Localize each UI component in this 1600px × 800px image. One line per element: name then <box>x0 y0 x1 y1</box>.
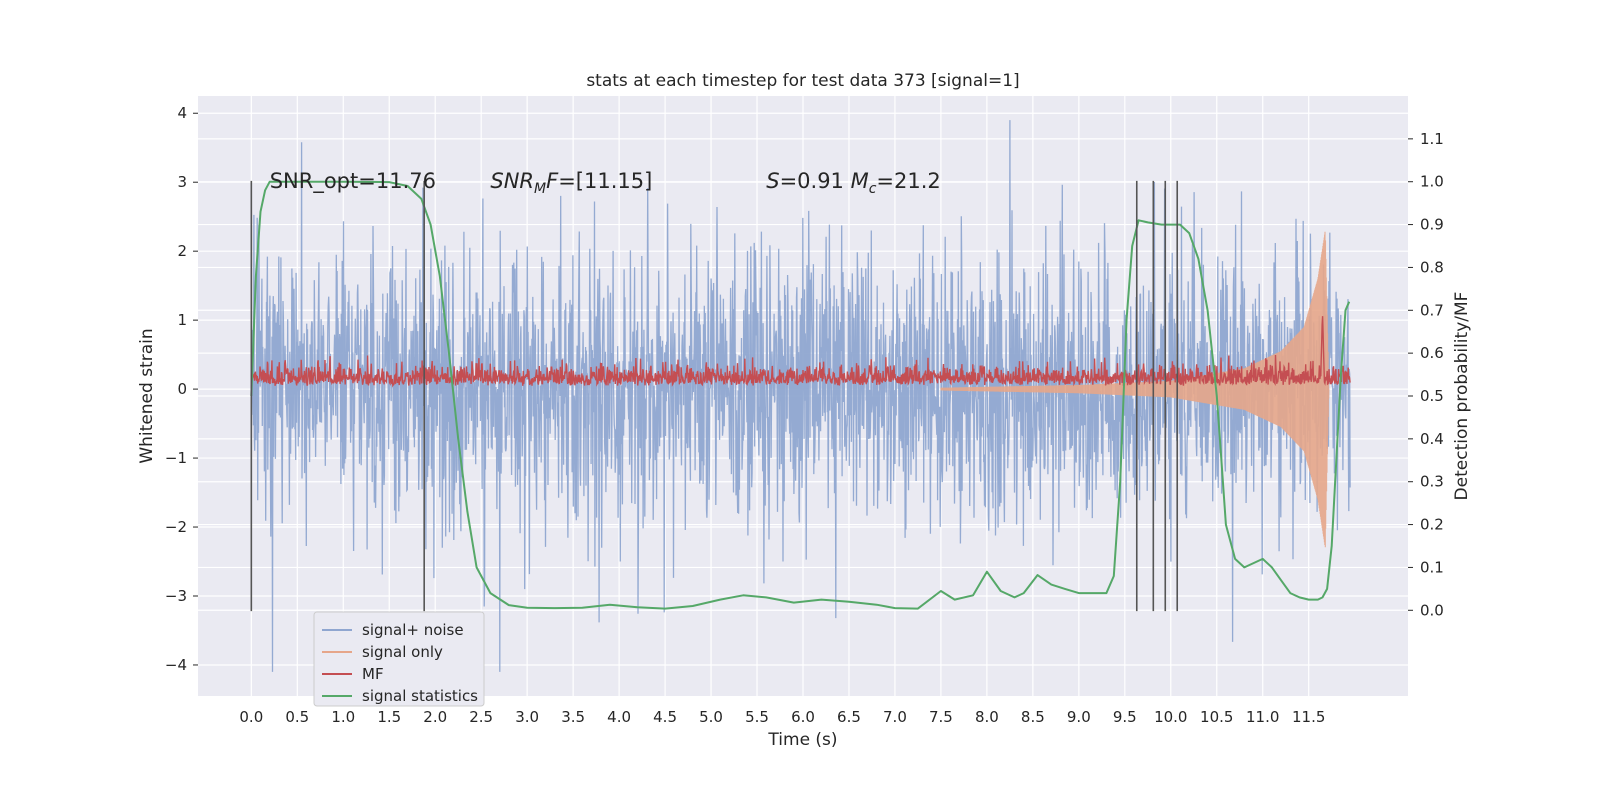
y2-tick-label-1: 0.1 <box>1420 558 1444 576</box>
x-tick-label-3: 1.5 <box>377 708 401 726</box>
y-tick-label-7: 3 <box>177 173 187 191</box>
x-tick-label-9: 4.5 <box>653 708 677 726</box>
legend-entry-2: MF <box>362 665 384 683</box>
y2-tick-label-6: 0.6 <box>1420 344 1444 362</box>
data-traces <box>250 120 1351 672</box>
y2-tick-label-4: 0.4 <box>1420 430 1444 448</box>
y2-tick-label-10: 1.0 <box>1420 173 1444 191</box>
legend: signal+ noise signal only MF signal statist… <box>313 611 485 707</box>
y-tick-label-1: −3 <box>165 587 187 605</box>
series-mf <box>250 316 1351 388</box>
x-tick-label-19: 9.5 <box>1113 708 1137 726</box>
y2-tick-label-8: 0.8 <box>1420 258 1444 276</box>
x-tick-label-23: 11.5 <box>1292 708 1325 726</box>
x-axis-label: Time (s) <box>767 730 837 750</box>
y2-tick-label-0: 0.0 <box>1420 601 1444 619</box>
annotation-0: SNR_opt=11.76 <box>270 169 436 194</box>
y-tick-label-8: 4 <box>177 104 187 122</box>
y-tick-label-5: 1 <box>177 311 187 329</box>
x-tick-label-8: 4.0 <box>607 708 631 726</box>
y-tick-label-4: 0 <box>177 380 187 398</box>
x-tick-label-12: 6.0 <box>791 708 815 726</box>
x-tick-label-14: 7.0 <box>883 708 907 726</box>
x-tick-label-2: 1.0 <box>331 708 355 726</box>
y-tick-label-6: 2 <box>177 242 187 260</box>
tick-labels: 0.0 0.5 1.0 1.5 2.0 2.5 3.0 3.5 4.0 4.5 5.0 5.5 6.0 6… <box>165 104 1444 726</box>
annotation-1: SNRM​F=[11.15] <box>490 169 652 197</box>
x-tick-label-17: 8.5 <box>1021 708 1045 726</box>
annotations: SNR_opt=11.76 SNRM​F=[11.15] S=0.91 Mc​=21… <box>270 169 941 197</box>
x-tick-label-22: 11.0 <box>1246 708 1279 726</box>
chart-title: stats at each timestep for test data 373… <box>586 71 1019 91</box>
x-tick-label-13: 6.5 <box>837 708 861 726</box>
y-axis-label: Whitened strain <box>137 328 157 463</box>
legend-entry-1: signal only <box>362 643 443 661</box>
x-tick-label-5: 2.5 <box>469 708 493 726</box>
y-tick-label-2: −2 <box>165 518 187 536</box>
x-tick-label-11: 5.5 <box>745 708 769 726</box>
annotation-2: S=0.91 Mc​=21.2 <box>766 169 941 197</box>
y2-tick-label-3: 0.3 <box>1420 473 1444 491</box>
x-tick-label-1: 0.5 <box>285 708 309 726</box>
y2-tick-label-9: 0.9 <box>1420 216 1444 234</box>
vertical-markers <box>250 180 1179 612</box>
x-tick-label-20: 10.0 <box>1154 708 1187 726</box>
y2-axis-label: Detection probability/MF <box>1452 292 1472 501</box>
legend-entry-0: signal+ noise <box>362 621 464 639</box>
x-tick-label-0: 0.0 <box>239 708 263 726</box>
y2-tick-label-5: 0.5 <box>1420 387 1444 405</box>
y2-tick-label-2: 0.2 <box>1420 516 1444 534</box>
series-signal-statistics <box>250 180 1351 610</box>
x-tick-label-16: 8.0 <box>975 708 999 726</box>
x-tick-label-7: 3.5 <box>561 708 585 726</box>
x-tick-label-21: 10.5 <box>1200 708 1233 726</box>
y-tick-label-0: −4 <box>165 656 187 674</box>
x-tick-label-10: 5.0 <box>699 708 723 726</box>
y2-tick-label-7: 0.7 <box>1420 301 1444 319</box>
x-tick-label-6: 3.0 <box>515 708 539 726</box>
x-tick-label-4: 2.0 <box>423 708 447 726</box>
x-tick-label-18: 9.0 <box>1067 708 1091 726</box>
x-tick-label-15: 7.5 <box>929 708 953 726</box>
legend-box <box>313 611 485 707</box>
series-signal-only <box>940 231 1330 548</box>
y-tick-label-3: −1 <box>165 449 187 467</box>
legend-entry-3: signal statistics <box>362 687 478 705</box>
y2-tick-label-11: 1.1 <box>1420 130 1444 148</box>
